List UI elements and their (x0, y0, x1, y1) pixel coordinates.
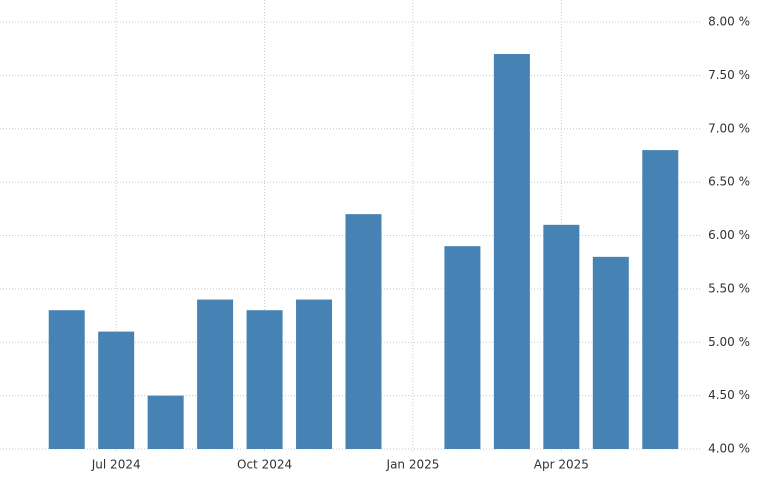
y-tick-label: 6.00 % (708, 228, 750, 242)
bar (147, 395, 184, 449)
y-tick-label: 5.50 % (708, 281, 750, 295)
bar (296, 299, 333, 449)
y-tick-label: 7.00 % (708, 121, 750, 135)
y-tick-label: 7.50 % (708, 68, 750, 82)
bar (345, 214, 382, 449)
bar (592, 256, 629, 449)
y-tick-label: 5.00 % (708, 335, 750, 349)
y-tick-label: 4.50 % (708, 388, 750, 402)
y-tick-label: 4.00 % (708, 442, 750, 456)
bar (246, 310, 283, 449)
y-tick-label: 8.00 % (708, 15, 750, 29)
bar (98, 331, 135, 449)
x-tick-label: Apr 2025 (534, 458, 589, 472)
bar (642, 150, 679, 449)
bar (543, 224, 580, 449)
y-tick-label: 6.50 % (708, 175, 750, 189)
x-tick-label: Jan 2025 (386, 458, 440, 472)
bar (493, 54, 530, 450)
bar (197, 299, 234, 449)
bar (444, 246, 481, 449)
x-tick-label: Oct 2024 (237, 458, 292, 472)
x-tick-label: Jul 2024 (91, 458, 141, 472)
bar (48, 310, 85, 449)
